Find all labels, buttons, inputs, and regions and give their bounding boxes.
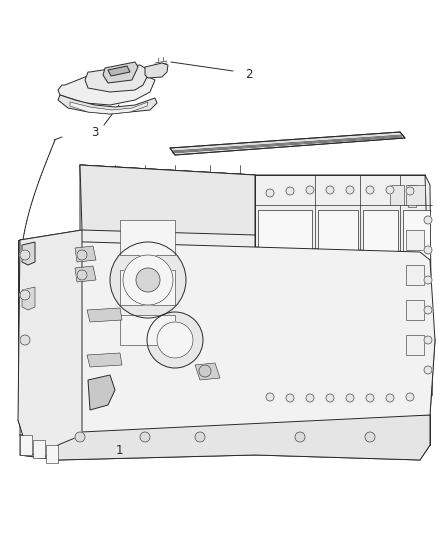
Circle shape — [266, 189, 274, 197]
Polygon shape — [406, 230, 424, 250]
Circle shape — [110, 242, 186, 318]
Polygon shape — [20, 415, 430, 460]
Circle shape — [199, 365, 211, 377]
Polygon shape — [80, 165, 255, 430]
Polygon shape — [33, 440, 45, 458]
Polygon shape — [415, 195, 423, 202]
Circle shape — [140, 432, 150, 442]
Circle shape — [366, 186, 374, 194]
Polygon shape — [58, 72, 155, 105]
Polygon shape — [18, 230, 82, 458]
Circle shape — [366, 394, 374, 402]
Polygon shape — [120, 315, 175, 345]
Circle shape — [386, 394, 394, 402]
Circle shape — [77, 270, 87, 280]
Circle shape — [406, 393, 414, 401]
Text: 1: 1 — [116, 443, 124, 456]
Polygon shape — [75, 246, 96, 262]
Polygon shape — [22, 287, 35, 310]
Polygon shape — [20, 240, 435, 435]
Polygon shape — [406, 300, 424, 320]
Text: 2: 2 — [245, 69, 252, 82]
Circle shape — [365, 432, 375, 442]
Polygon shape — [408, 185, 416, 192]
Polygon shape — [108, 66, 130, 76]
Polygon shape — [120, 220, 175, 255]
Circle shape — [75, 432, 85, 442]
Polygon shape — [103, 62, 138, 83]
Circle shape — [424, 306, 432, 314]
Polygon shape — [145, 63, 168, 78]
Circle shape — [77, 250, 87, 260]
Polygon shape — [88, 375, 115, 410]
Circle shape — [346, 394, 354, 402]
Circle shape — [424, 276, 432, 284]
Polygon shape — [120, 270, 175, 305]
Polygon shape — [408, 200, 416, 207]
Circle shape — [136, 268, 160, 292]
Circle shape — [157, 322, 193, 358]
Polygon shape — [390, 185, 404, 205]
Circle shape — [20, 250, 30, 260]
Circle shape — [424, 336, 432, 344]
Polygon shape — [403, 210, 430, 382]
Circle shape — [195, 432, 205, 442]
Circle shape — [424, 246, 432, 254]
Circle shape — [424, 216, 432, 224]
Polygon shape — [85, 65, 148, 92]
Polygon shape — [80, 165, 255, 235]
Circle shape — [123, 255, 173, 305]
Circle shape — [346, 186, 354, 194]
Polygon shape — [87, 353, 122, 367]
Circle shape — [266, 393, 274, 401]
Circle shape — [386, 186, 394, 194]
Polygon shape — [20, 435, 32, 455]
Polygon shape — [195, 363, 220, 380]
Polygon shape — [406, 335, 424, 355]
Circle shape — [424, 366, 432, 374]
Polygon shape — [255, 175, 432, 415]
Polygon shape — [406, 265, 424, 285]
Circle shape — [306, 394, 314, 402]
Circle shape — [306, 186, 314, 194]
Circle shape — [295, 432, 305, 442]
Circle shape — [326, 186, 334, 194]
Circle shape — [147, 312, 203, 368]
Polygon shape — [58, 95, 157, 114]
Polygon shape — [46, 445, 58, 463]
Circle shape — [406, 187, 414, 195]
Circle shape — [20, 335, 30, 345]
Polygon shape — [87, 308, 122, 322]
Polygon shape — [22, 242, 35, 265]
Polygon shape — [75, 266, 96, 282]
Polygon shape — [406, 185, 425, 205]
Polygon shape — [318, 210, 358, 382]
Circle shape — [20, 290, 30, 300]
Circle shape — [286, 394, 294, 402]
Polygon shape — [70, 102, 148, 114]
Text: 3: 3 — [91, 125, 99, 139]
Polygon shape — [170, 132, 405, 155]
Circle shape — [326, 394, 334, 402]
Polygon shape — [258, 210, 312, 382]
Polygon shape — [363, 210, 398, 382]
Circle shape — [286, 187, 294, 195]
